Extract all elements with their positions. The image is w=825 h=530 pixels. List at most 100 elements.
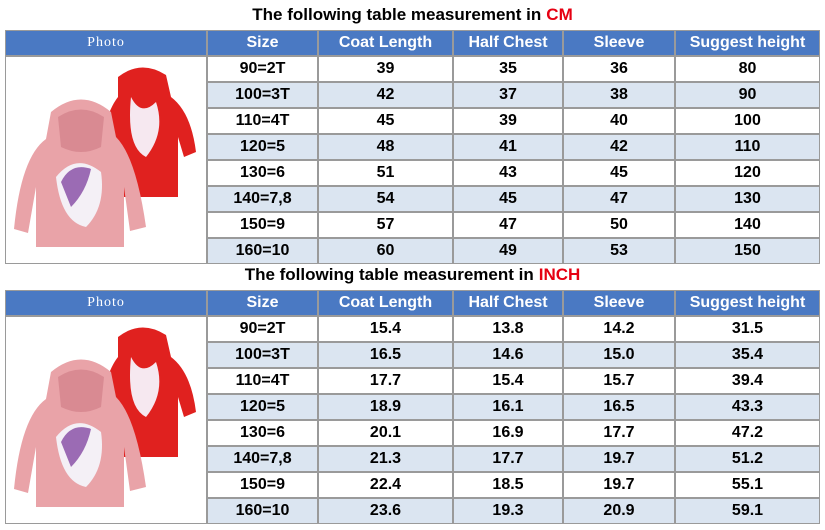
table-cell: 150=9 <box>207 472 318 498</box>
table-cell: 57 <box>318 212 453 238</box>
table-cell: 41 <box>453 134 563 160</box>
table-title: The following table measurement in INCH <box>5 260 820 290</box>
table-cell: 40 <box>563 108 675 134</box>
cell-text: 90 <box>738 86 757 103</box>
cell-text: 110 <box>734 138 761 155</box>
table-cell: 22.4 <box>318 472 453 498</box>
table-cell: 21.3 <box>318 446 453 472</box>
cell-text: 19.7 <box>603 476 635 493</box>
header-cell: Half Chest <box>453 290 563 316</box>
table-cell: 110 <box>675 134 820 160</box>
pink-jacket <box>14 99 146 247</box>
header-text: Photo <box>87 295 125 310</box>
cell-text: 100=3T <box>235 86 290 103</box>
cell-text: 110=4T <box>235 112 290 129</box>
table-cell: 55.1 <box>675 472 820 498</box>
cell-text: 160=10 <box>235 242 290 259</box>
header-cell: Photo <box>5 290 207 316</box>
cell-text: 53 <box>610 242 628 259</box>
cell-text: 47 <box>499 216 517 233</box>
table-cell: 35.4 <box>675 342 820 368</box>
table-cell: 16.5 <box>318 342 453 368</box>
cell-text: 43.3 <box>731 398 764 415</box>
table-cell: 37 <box>453 82 563 108</box>
cell-text: 140 <box>734 216 761 233</box>
table-cell: 39.4 <box>675 368 820 394</box>
cell-text: 140=7,8 <box>233 190 292 207</box>
header-cell: Suggest height <box>675 30 820 56</box>
table-cell: 100 <box>675 108 820 134</box>
cell-text: 36 <box>610 60 628 77</box>
table-cell: 35 <box>453 56 563 82</box>
table-cell: 120 <box>675 160 820 186</box>
table-cell: 18.9 <box>318 394 453 420</box>
cell-text: 21.3 <box>369 450 402 467</box>
cell-text: 120=5 <box>240 398 285 415</box>
table-cell: 120=5 <box>207 394 318 420</box>
cell-text: 51.2 <box>731 450 764 467</box>
product-photo <box>5 56 207 264</box>
table-cell: 15.4 <box>318 316 453 342</box>
cell-text: 23.6 <box>369 502 402 519</box>
table-cell: 47.2 <box>675 420 820 446</box>
cell-text: 39 <box>499 112 517 129</box>
jacket-illustration <box>14 327 196 507</box>
cell-text: 59.1 <box>731 502 764 519</box>
cell-text: 60 <box>376 242 395 259</box>
table-cell: 17.7 <box>563 420 675 446</box>
table-cell: 17.7 <box>453 446 563 472</box>
title-text: The following table measurement in <box>244 265 534 284</box>
cell-text: 39.4 <box>731 372 764 389</box>
cell-text: 40 <box>610 112 628 129</box>
table-cell: 130 <box>675 186 820 212</box>
cell-text: 130 <box>734 190 761 207</box>
table-cell: 150=9 <box>207 212 318 238</box>
cell-text: 37 <box>499 86 517 103</box>
cell-text: 49 <box>499 242 517 259</box>
header-text: Suggest height <box>689 294 806 311</box>
table-cell: 45 <box>453 186 563 212</box>
product-photo <box>5 316 207 524</box>
table-cell: 130=6 <box>207 420 318 446</box>
header-text: Sleeve <box>593 294 645 311</box>
header-text: Half Chest <box>468 294 548 311</box>
table-cell: 16.5 <box>563 394 675 420</box>
table-cell: 15.7 <box>563 368 675 394</box>
table-cell: 160=10 <box>207 498 318 524</box>
table-cell: 16.1 <box>453 394 563 420</box>
table-cell: 110=4T <box>207 368 318 394</box>
cell-text: 17.7 <box>492 450 524 467</box>
title-text: The following table measurement in <box>252 5 542 24</box>
table-cell: 19.3 <box>453 498 563 524</box>
cell-text: 120=5 <box>240 138 285 155</box>
cell-text: 100 <box>734 112 761 129</box>
cell-text: 150 <box>734 242 761 259</box>
table-cell: 100=3T <box>207 82 318 108</box>
table-cell: 20.1 <box>318 420 453 446</box>
table-cell: 140=7,8 <box>207 186 318 212</box>
table-cell: 140 <box>675 212 820 238</box>
table-cell: 51.2 <box>675 446 820 472</box>
table-cell: 14.6 <box>453 342 563 368</box>
cell-text: 54 <box>376 190 395 207</box>
table-cell: 53 <box>563 238 675 264</box>
cell-text: 80 <box>738 60 757 77</box>
cell-text: 15.4 <box>492 372 524 389</box>
cell-text: 48 <box>376 138 395 155</box>
cell-text: 35.4 <box>731 346 764 363</box>
table-cell: 39 <box>453 108 563 134</box>
table-cell: 60 <box>318 238 453 264</box>
table-cell: 38 <box>563 82 675 108</box>
cell-text: 16.5 <box>369 346 402 363</box>
cell-text: 51 <box>376 164 395 181</box>
cell-text: 39 <box>376 60 395 77</box>
table-cell: 49 <box>453 238 563 264</box>
cell-text: 17.7 <box>369 372 402 389</box>
cell-text: 19.3 <box>492 502 524 519</box>
table-cell: 16.9 <box>453 420 563 446</box>
cell-text: 45 <box>376 112 395 129</box>
table-cell: 100=3T <box>207 342 318 368</box>
cell-text: 22.4 <box>369 476 402 493</box>
table-cell: 45 <box>318 108 453 134</box>
cell-text: 15.4 <box>369 320 402 337</box>
